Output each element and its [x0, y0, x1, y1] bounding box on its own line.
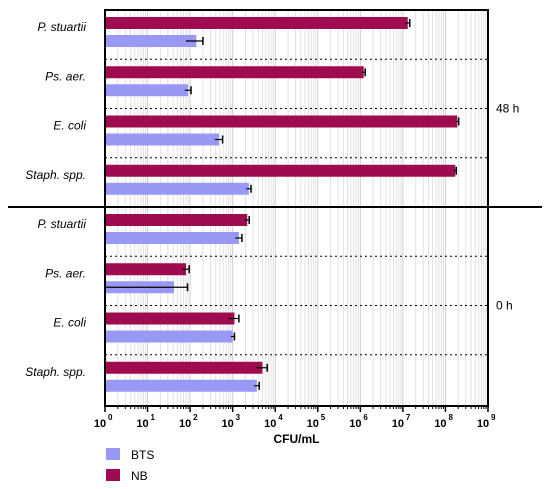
x-tick-label: 10: [222, 418, 234, 430]
x-tick-label-exponent: 8: [448, 413, 453, 422]
legend-label: NB: [131, 469, 148, 483]
bar-bts: [105, 232, 239, 244]
x-tick-label: 10: [179, 418, 191, 430]
bar-nb: [105, 17, 408, 29]
legend-swatch: [106, 448, 120, 460]
bar-bts: [105, 35, 197, 47]
x-tick-label-exponent: 2: [193, 413, 198, 422]
x-tick-label-exponent: 6: [363, 413, 368, 422]
x-tick-label-exponent: 4: [278, 413, 283, 422]
x-tick-label: 10: [349, 418, 361, 430]
bar-nb: [105, 66, 364, 79]
x-tick-label-exponent: 5: [321, 413, 326, 422]
x-axis-title: CFU/mL: [274, 432, 320, 446]
x-tick-label-exponent: 7: [406, 413, 411, 422]
x-tick-label: 10: [136, 418, 148, 430]
category-label: E. coli: [53, 316, 86, 330]
category-label: Staph. spp.: [25, 365, 86, 379]
x-tick-label-exponent: 1: [151, 413, 156, 422]
x-tick-label-exponent: 9: [491, 413, 496, 422]
bar-nb: [105, 164, 456, 177]
bar-bts: [105, 182, 249, 195]
category-label: P. stuartii: [38, 217, 87, 231]
legend-label: BTS: [131, 448, 154, 462]
x-tick-label: 10: [94, 418, 106, 430]
bar-bts: [105, 379, 257, 392]
bar-nb: [105, 361, 263, 374]
x-tick-label: 10: [392, 418, 404, 430]
bar-nb: [105, 312, 235, 325]
category-label: Ps. aer.: [45, 266, 86, 280]
legend-swatch: [106, 469, 120, 481]
panel-label: 48 h: [496, 102, 519, 116]
bar-nb: [105, 214, 248, 226]
bar-bts: [105, 330, 233, 343]
x-tick-label: 10: [477, 418, 489, 430]
x-tick-label: 10: [264, 418, 276, 430]
panel-label: 0 h: [496, 299, 513, 313]
category-label: E. coli: [53, 119, 86, 133]
x-tick-label: 10: [434, 418, 446, 430]
x-tick-label-exponent: 0: [108, 413, 113, 422]
x-tick-label: 10: [307, 418, 319, 430]
bar-nb: [105, 115, 458, 128]
category-label: Staph. spp.: [25, 168, 86, 182]
category-label: P. stuartii: [38, 20, 87, 34]
x-tick-label-exponent: 3: [236, 413, 241, 422]
bar-bts: [105, 133, 220, 146]
category-label: Ps. aer.: [45, 69, 86, 83]
bar-nb: [105, 263, 186, 276]
bar-bts: [105, 84, 189, 97]
